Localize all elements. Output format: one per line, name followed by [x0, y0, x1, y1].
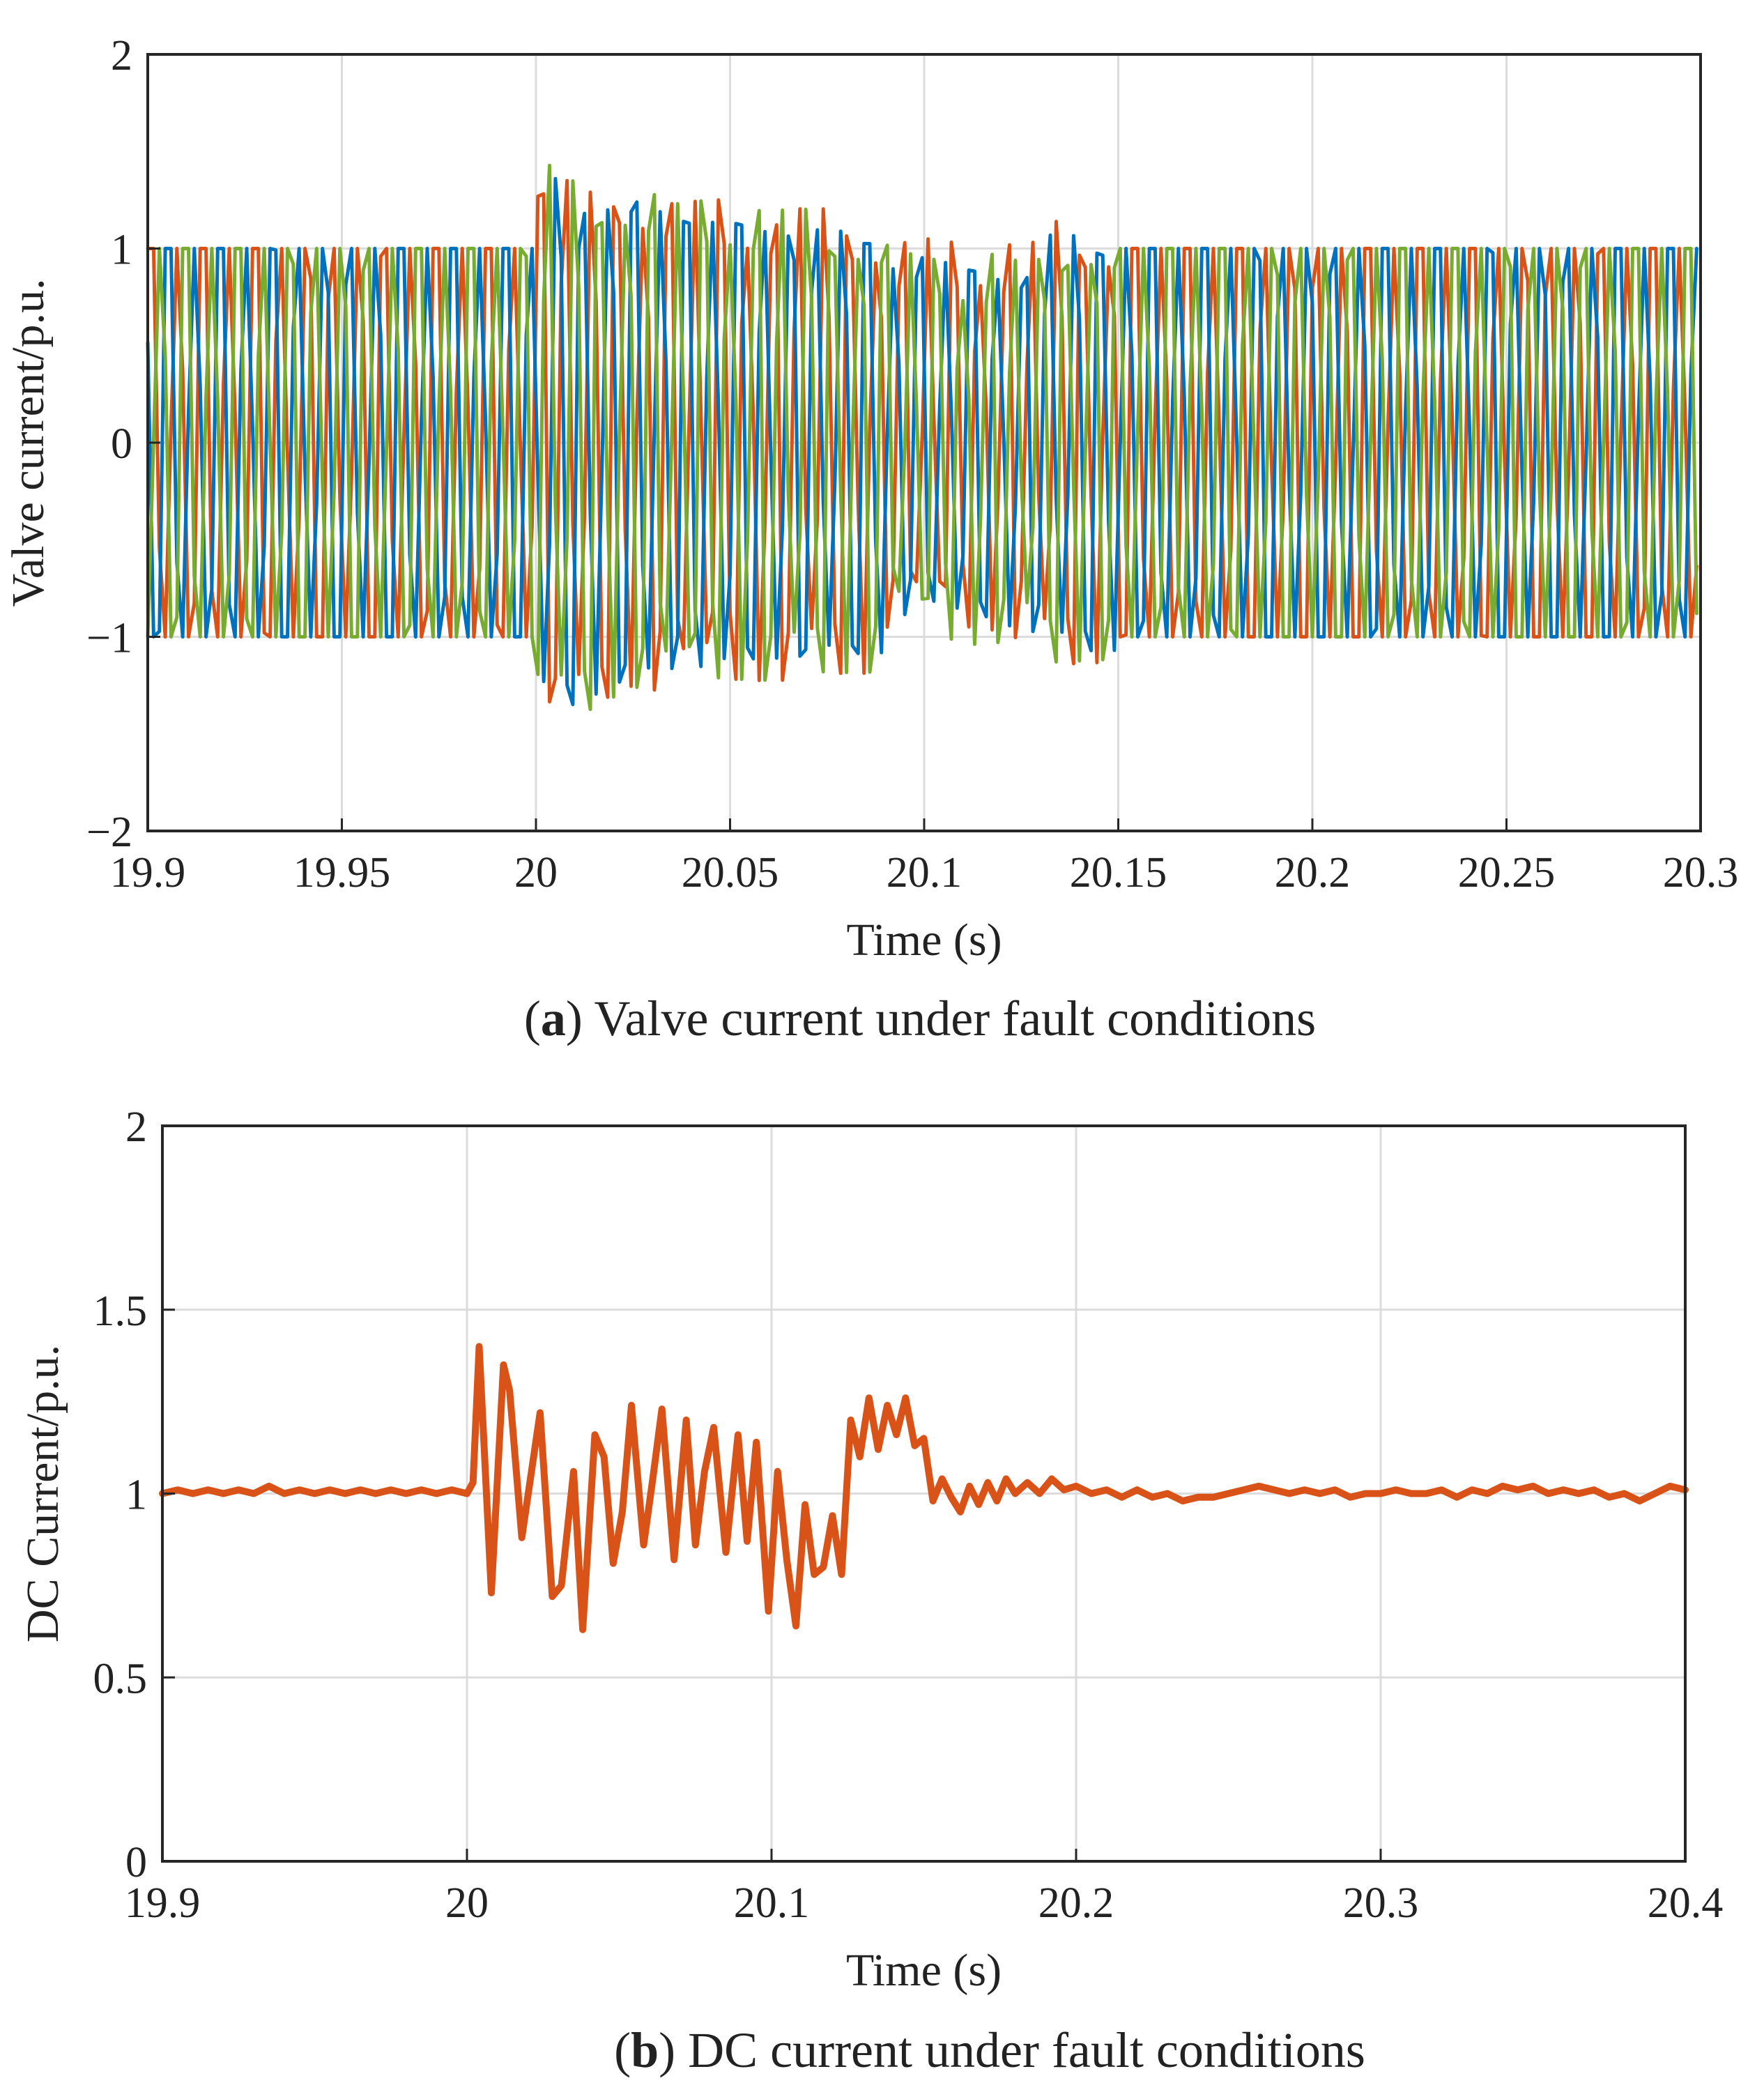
- panel-a-x-ticks: 19.9 19.95 20 20.05 20.1 20.15 20.2 20.25 20.3: [110, 818, 1739, 896]
- panel-b-series-group: [159, 1343, 1689, 1633]
- panel-b-dc-current-chart: 19.9 20 20.1 20.2 20.3 20.4 0 0.5 1 1.5 2 Time (s…: [17, 1104, 1723, 2078]
- y-tick-label: 0.5: [93, 1655, 148, 1702]
- panel-b-x-axis-label: Time (s): [846, 1945, 1002, 1996]
- panel-a-caption: (a) Valve current under fault conditions: [524, 991, 1316, 1046]
- x-tick-label: 19.95: [293, 849, 391, 896]
- x-tick-label: 20.25: [1458, 849, 1556, 896]
- x-tick-label: 20.3: [1663, 849, 1739, 896]
- series-line-dc-current: [159, 1343, 1689, 1633]
- panel-b-caption-text: DC current under fault conditions: [688, 2022, 1365, 2078]
- panel-a-valve-current-chart: 19.9 19.95 20 20.05 20.1 20.15 20.2 20.25 20.3 −…: [3, 32, 1738, 1046]
- y-tick-label: 1: [125, 1472, 147, 1519]
- panel-a-series-group: [146, 163, 1698, 711]
- panel-a-x-axis-label: Time (s): [846, 915, 1002, 965]
- x-tick-label: 20.05: [682, 849, 779, 896]
- panel-b-x-ticks: 19.9 20 20.1 20.2 20.3 20.4: [125, 1849, 1724, 1927]
- y-tick-label: 2: [111, 32, 132, 79]
- panel-b-y-axis-label: DC Current/p.u.: [17, 1345, 68, 1642]
- y-tick-label: 1: [111, 227, 132, 274]
- x-tick-label: 20.3: [1343, 1879, 1419, 1927]
- x-tick-label: 20.15: [1070, 849, 1167, 896]
- y-tick-label: −1: [86, 615, 132, 662]
- y-tick-label: 2: [125, 1104, 147, 1151]
- panel-a-y-ticks: −2 −1 0 1 2: [86, 32, 160, 856]
- x-tick-label: 19.9: [110, 849, 186, 896]
- y-tick-label: 1.5: [93, 1288, 148, 1335]
- y-tick-label: −2: [86, 809, 132, 856]
- series-line-phase-c: [146, 163, 1698, 711]
- x-tick-label: 19.9: [125, 1879, 201, 1927]
- x-tick-label: 20: [445, 1879, 489, 1927]
- x-tick-label: 20: [514, 849, 558, 896]
- y-tick-label: 0: [111, 420, 132, 468]
- x-tick-label: 20.2: [1038, 1879, 1114, 1927]
- x-tick-label: 20.1: [734, 1879, 810, 1927]
- x-tick-label: 20.1: [887, 849, 962, 896]
- panel-a-y-axis-label: Valve current/p.u.: [3, 279, 54, 607]
- x-tick-label: 20.4: [1648, 1879, 1724, 1927]
- x-tick-label: 20.2: [1275, 849, 1351, 896]
- panel-a-caption-letter: a: [541, 991, 566, 1046]
- panel-a-caption-text: Valve current under fault conditions: [595, 991, 1317, 1046]
- panel-b-caption-letter: b: [631, 2022, 659, 2078]
- panel-b-y-ticks: 0 0.5 1 1.5 2: [93, 1104, 175, 1886]
- panel-b-caption: (b) DC current under fault conditions: [614, 2022, 1365, 2078]
- series-line-phase-b: [146, 176, 1698, 706]
- y-tick-label: 0: [125, 1839, 147, 1886]
